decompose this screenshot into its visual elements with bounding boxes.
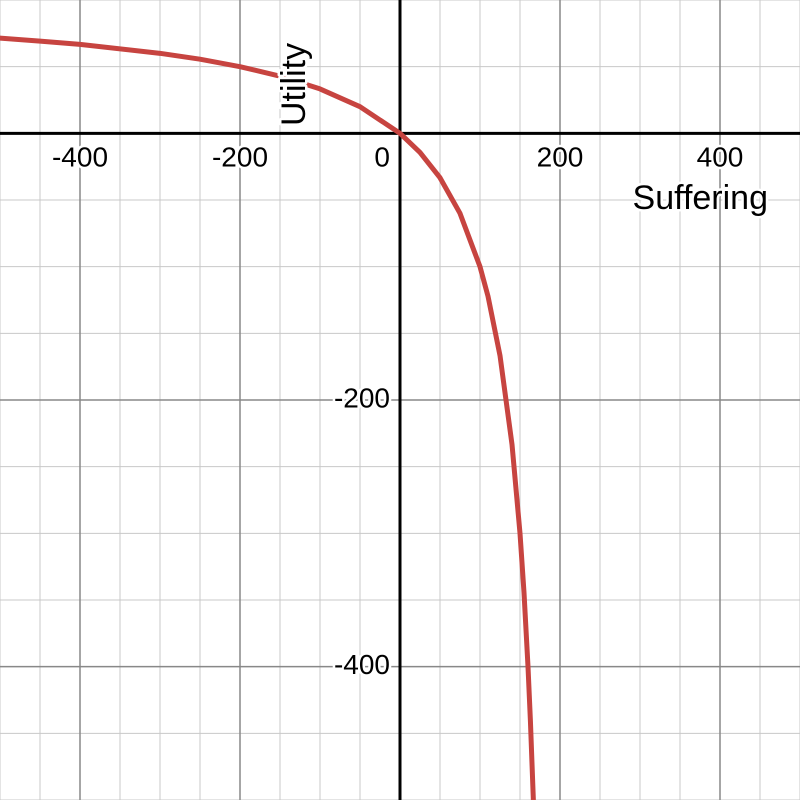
y-axis-title: Utility — [275, 43, 313, 126]
x-tick-label: -400 — [52, 142, 108, 173]
labels: Suffering Utility -400 -200 0 200 400 -400 -20… — [49, 40, 770, 682]
curve — [0, 35, 536, 800]
x-tick-label: -200 — [212, 142, 268, 173]
y-tick-label: -200 — [334, 382, 390, 413]
y-tick-label: -400 — [334, 649, 390, 680]
x-tick-label: 0 — [374, 142, 390, 173]
x-tick-label: 200 — [537, 142, 584, 173]
x-tick-label: 400 — [697, 142, 744, 173]
x-axis-title: Suffering — [633, 179, 768, 217]
plot — [0, 35, 536, 800]
